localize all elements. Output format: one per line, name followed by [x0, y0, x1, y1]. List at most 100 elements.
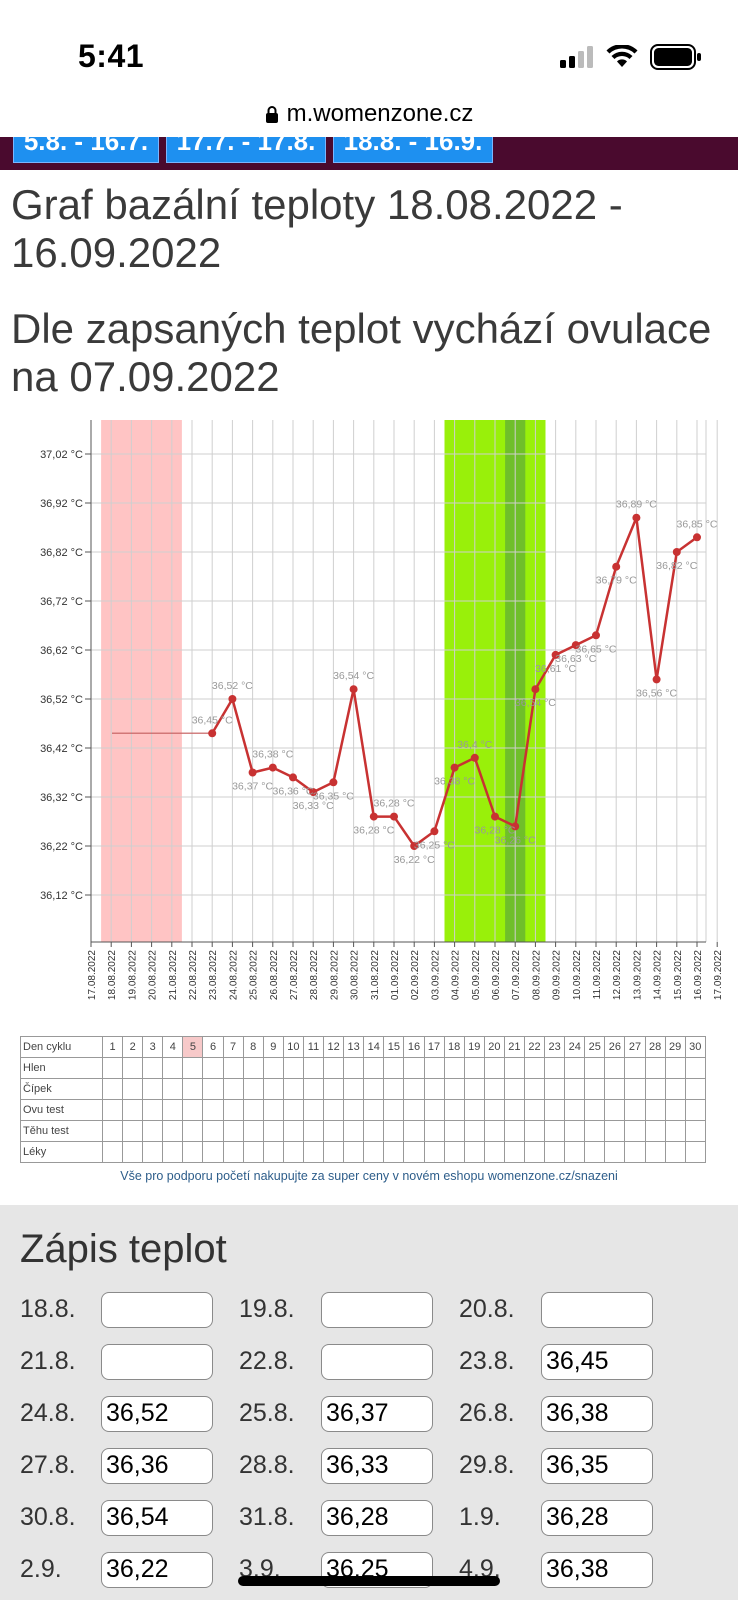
cycle-cell[interactable]	[684, 1057, 706, 1079]
cycle-cell[interactable]	[182, 1120, 204, 1142]
cycle-cell[interactable]	[564, 1141, 586, 1163]
cycle-cell[interactable]	[101, 1141, 124, 1163]
cycle-cell[interactable]	[162, 1078, 184, 1100]
cycle-cell[interactable]	[483, 1099, 505, 1121]
cycle-cell[interactable]	[363, 1141, 385, 1163]
cycle-cell[interactable]	[624, 1078, 646, 1100]
cycle-cell[interactable]	[343, 1057, 365, 1079]
cycle-cell[interactable]	[302, 1099, 325, 1121]
cycle-cell[interactable]	[544, 1120, 566, 1142]
cycle-cell[interactable]	[644, 1057, 666, 1079]
cycle-cell[interactable]	[202, 1057, 224, 1079]
cycle-cell[interactable]	[664, 1057, 686, 1079]
cycle-cell[interactable]	[262, 1099, 284, 1121]
cycle-cell[interactable]	[182, 1099, 204, 1121]
cycle-cell[interactable]	[202, 1099, 224, 1121]
cycle-cell[interactable]	[564, 1120, 586, 1142]
cycle-cell[interactable]	[403, 1141, 425, 1163]
cycle-cell[interactable]	[122, 1120, 144, 1142]
cycle-cell[interactable]	[323, 1120, 345, 1142]
cycle-cell[interactable]	[101, 1099, 124, 1121]
cycle-cell[interactable]	[523, 1078, 546, 1100]
cycle-cell[interactable]	[544, 1057, 566, 1079]
cycle-cell[interactable]	[483, 1057, 505, 1079]
cycle-cell[interactable]	[282, 1141, 304, 1163]
cycle-cell[interactable]	[423, 1057, 445, 1079]
temperature-input[interactable]	[101, 1292, 213, 1328]
cycle-cell[interactable]	[624, 1120, 646, 1142]
cycle-cell[interactable]	[383, 1120, 405, 1142]
cycle-cell[interactable]	[323, 1141, 345, 1163]
period-button-1[interactable]: 5.8. - 16.7.	[13, 137, 159, 163]
cycle-cell[interactable]	[202, 1078, 224, 1100]
cycle-cell[interactable]	[302, 1078, 325, 1100]
cycle-cell[interactable]	[423, 1141, 445, 1163]
temperature-input[interactable]: 36,54	[101, 1500, 213, 1536]
cycle-cell[interactable]	[242, 1057, 264, 1079]
cycle-cell[interactable]	[262, 1120, 284, 1142]
cycle-cell[interactable]	[363, 1078, 385, 1100]
cycle-cell[interactable]	[684, 1078, 706, 1100]
cycle-cell[interactable]	[323, 1099, 345, 1121]
temperature-input[interactable]: 36,28	[541, 1500, 653, 1536]
temperature-input[interactable]: 36,45	[541, 1344, 653, 1380]
cycle-cell[interactable]	[644, 1099, 666, 1121]
cycle-cell[interactable]	[222, 1141, 244, 1163]
cycle-cell[interactable]	[282, 1057, 304, 1079]
cycle-cell[interactable]	[423, 1099, 445, 1121]
cycle-cell[interactable]	[302, 1120, 325, 1142]
cycle-cell[interactable]	[684, 1120, 706, 1142]
cycle-cell[interactable]	[544, 1099, 566, 1121]
cycle-cell[interactable]	[282, 1078, 304, 1100]
cycle-cell[interactable]	[403, 1078, 425, 1100]
cycle-cell[interactable]	[544, 1078, 566, 1100]
cycle-cell[interactable]	[383, 1141, 405, 1163]
temperature-input[interactable]: 36,38	[541, 1552, 653, 1588]
cycle-cell[interactable]	[222, 1078, 244, 1100]
cycle-cell[interactable]	[523, 1141, 546, 1163]
cycle-cell[interactable]	[463, 1099, 485, 1121]
cycle-cell[interactable]	[644, 1120, 666, 1142]
cycle-cell[interactable]	[302, 1141, 325, 1163]
temperature-input[interactable]: 36,52	[101, 1396, 213, 1432]
cycle-cell[interactable]	[664, 1099, 686, 1121]
cycle-cell[interactable]	[262, 1141, 284, 1163]
cycle-cell[interactable]	[343, 1141, 365, 1163]
cycle-cell[interactable]	[162, 1099, 184, 1121]
cycle-cell[interactable]	[142, 1078, 164, 1100]
cycle-cell[interactable]	[604, 1141, 626, 1163]
cycle-cell[interactable]	[343, 1120, 365, 1142]
cycle-cell[interactable]	[363, 1099, 385, 1121]
url-bar[interactable]: m.womenzone.cz	[0, 92, 738, 136]
cycle-cell[interactable]	[443, 1141, 465, 1163]
cycle-cell[interactable]	[423, 1078, 445, 1100]
cycle-cell[interactable]	[262, 1057, 284, 1079]
cycle-cell[interactable]	[162, 1120, 184, 1142]
temperature-input[interactable]	[541, 1292, 653, 1328]
cycle-cell[interactable]	[182, 1057, 204, 1079]
cycle-cell[interactable]	[644, 1078, 666, 1100]
cycle-cell[interactable]	[604, 1099, 626, 1121]
cycle-cell[interactable]	[604, 1057, 626, 1079]
cycle-cell[interactable]	[162, 1057, 184, 1079]
cycle-cell[interactable]	[101, 1120, 124, 1142]
cycle-cell[interactable]	[403, 1120, 425, 1142]
cycle-cell[interactable]	[403, 1099, 425, 1121]
cycle-cell[interactable]	[142, 1057, 164, 1079]
cycle-cell[interactable]	[122, 1057, 144, 1079]
cycle-cell[interactable]	[142, 1120, 164, 1142]
cycle-cell[interactable]	[383, 1057, 405, 1079]
cycle-cell[interactable]	[483, 1078, 505, 1100]
temperature-input[interactable]: 36,33	[321, 1448, 433, 1484]
cycle-cell[interactable]	[343, 1078, 365, 1100]
cycle-cell[interactable]	[101, 1057, 124, 1079]
cycle-cell[interactable]	[202, 1141, 224, 1163]
cycle-cell[interactable]	[122, 1099, 144, 1121]
cycle-cell[interactable]	[503, 1078, 525, 1100]
cycle-cell[interactable]	[282, 1120, 304, 1142]
cycle-cell[interactable]	[503, 1120, 525, 1142]
cycle-cell[interactable]	[443, 1057, 465, 1079]
cycle-cell[interactable]	[483, 1120, 505, 1142]
eshop-promo-link[interactable]: Vše pro podporu početí nakupujte za supe…	[120, 1169, 618, 1183]
cycle-cell[interactable]	[463, 1057, 485, 1079]
